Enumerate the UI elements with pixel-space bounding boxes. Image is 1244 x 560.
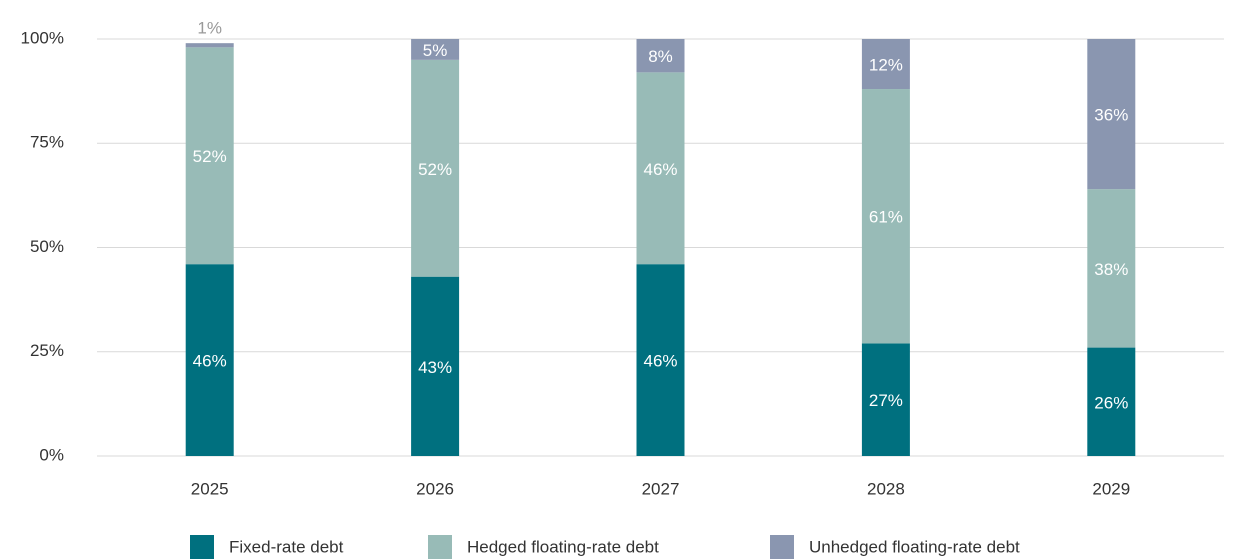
legend-swatch	[770, 535, 794, 559]
data-label: 36%	[1094, 106, 1128, 125]
bar-segment	[411, 39, 460, 60]
data-label: 8%	[648, 47, 673, 66]
y-tick-label: 100%	[21, 28, 64, 47]
legend-swatch	[428, 535, 452, 559]
bar-segment	[185, 43, 234, 48]
y-tick-label: 25%	[30, 341, 64, 360]
data-label: 52%	[193, 147, 227, 166]
bar-segment	[185, 264, 234, 456]
x-tick-label: 2026	[416, 479, 454, 498]
data-label: 5%	[423, 41, 448, 60]
data-label: 1%	[197, 19, 222, 38]
legend-label: Unhedged floating-rate debt	[809, 537, 1020, 556]
data-label: 43%	[418, 358, 452, 377]
data-label: 27%	[869, 391, 903, 410]
data-label: 46%	[643, 352, 677, 371]
legend-swatch	[190, 535, 214, 559]
bar-segment	[411, 276, 460, 456]
data-label: 26%	[1094, 393, 1128, 412]
x-tick-label: 2025	[191, 479, 229, 498]
x-tick-label: 2029	[1092, 479, 1130, 498]
data-label: 46%	[643, 160, 677, 179]
y-tick-label: 75%	[30, 133, 64, 152]
bar-segment	[861, 343, 910, 456]
data-label: 46%	[193, 352, 227, 371]
data-label: 38%	[1094, 260, 1128, 279]
data-label: 61%	[869, 208, 903, 227]
bar-segment	[636, 39, 685, 73]
y-tick-label: 0%	[39, 445, 64, 464]
bar-segment	[636, 264, 685, 456]
data-label: 12%	[869, 56, 903, 75]
x-tick-label: 2028	[867, 479, 905, 498]
bar-segment	[185, 47, 234, 265]
bar-segment	[1087, 347, 1136, 456]
y-tick-label: 50%	[30, 237, 64, 256]
data-label: 52%	[418, 160, 452, 179]
bar-segment	[861, 89, 910, 344]
legend-label: Hedged floating-rate debt	[467, 537, 659, 556]
bar-segment	[636, 72, 685, 265]
bar-segment	[411, 59, 460, 277]
bar-segment	[1087, 189, 1136, 348]
bar-segment	[1087, 39, 1136, 190]
bar-segment	[861, 39, 910, 90]
x-tick-label: 2027	[642, 479, 680, 498]
legend-label: Fixed-rate debt	[229, 537, 344, 556]
